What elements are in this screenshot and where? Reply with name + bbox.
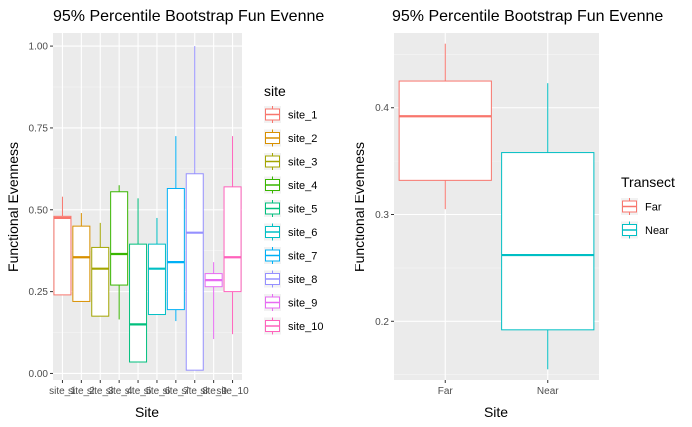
legend-label: site_3 xyxy=(288,157,317,169)
x-tick-label: site_1 xyxy=(49,386,76,397)
legend-label: site_1 xyxy=(288,110,317,122)
legend-item-site_8: site_8 xyxy=(264,270,317,288)
chart-left-x-ticks: site_1site_2site_3site_4site_5site_6site… xyxy=(49,380,249,397)
box-Near xyxy=(501,83,595,370)
legend-item-Far: Far xyxy=(621,198,662,215)
chart-right-x-ticks: Far Near xyxy=(438,380,559,397)
y-tick-label: 1.00 xyxy=(29,42,49,53)
box-body xyxy=(501,152,595,331)
legend-label: Far xyxy=(645,202,662,214)
box-site_9 xyxy=(204,262,223,340)
box-body xyxy=(110,191,129,286)
legend-item-site_5: site_5 xyxy=(264,200,317,217)
x-tick-label: site_9 xyxy=(200,386,227,397)
legend-item-site_3: site_3 xyxy=(264,153,317,170)
box-site_8 xyxy=(185,46,204,371)
chart-left-plot-background xyxy=(53,33,242,380)
box-site_10 xyxy=(223,136,242,335)
chart-right-x-axis-label: Site xyxy=(484,404,508,420)
y-tick-label: 0.2 xyxy=(375,317,389,328)
chart-right-y-axis-label: Functional Evenness xyxy=(355,142,367,272)
legend-label: site_6 xyxy=(288,227,317,239)
chart-right-legend: Far Near xyxy=(621,198,669,239)
legend-label: site_2 xyxy=(288,133,317,145)
chart-right-boxes xyxy=(398,43,595,370)
x-tick-label: site_2 xyxy=(68,386,95,397)
legend-item-site_9: site_9 xyxy=(264,294,317,311)
box-site_7 xyxy=(166,136,185,322)
box-site_6 xyxy=(147,217,166,316)
x-tick-label: site_3 xyxy=(87,386,114,397)
y-tick-label: 0.3 xyxy=(375,210,389,221)
box-Far xyxy=(398,43,492,210)
chart-left-boxes xyxy=(53,46,242,371)
box-body xyxy=(147,243,166,316)
y-tick-label: 0.25 xyxy=(29,287,49,298)
chart-right-y-ticks: 0.2 0.3 0.4 xyxy=(375,103,394,328)
chart-right-legend-title: Transect xyxy=(621,174,675,190)
legend-label: site_10 xyxy=(288,321,323,333)
chart-left-y-ticks: 0.00 0.25 0.50 0.75 1.00 xyxy=(29,42,53,380)
box-body xyxy=(223,186,242,293)
legend-item-site_6: site_6 xyxy=(264,223,317,241)
legend-label: site_5 xyxy=(288,204,317,216)
x-tick-label: site_10 xyxy=(216,386,249,397)
y-tick-label: 0.50 xyxy=(29,205,49,216)
legend-label: site_8 xyxy=(288,274,317,286)
x-tick-label: site_6 xyxy=(144,386,171,397)
x-tick-label: Near xyxy=(537,386,559,397)
chart-right-title: 95% Percentile Bootstrap Fun Evenne xyxy=(392,8,663,25)
box-body xyxy=(398,80,492,181)
legend-item-site_7: site_7 xyxy=(264,247,317,264)
chart-left-y-axis-label: Functional Evenness xyxy=(5,142,21,272)
legend-label: Near xyxy=(645,225,669,237)
box-body xyxy=(166,187,185,311)
box-site_5 xyxy=(129,198,148,363)
legend-label: site_9 xyxy=(288,298,317,310)
x-tick-label: Far xyxy=(438,386,454,397)
y-tick-label: 0.4 xyxy=(375,103,389,114)
y-tick-label: 0.00 xyxy=(29,369,49,380)
legend-item-Near: Near xyxy=(621,221,669,239)
box-body xyxy=(91,246,110,317)
box-site_3 xyxy=(91,222,110,317)
legend-label: site_7 xyxy=(288,251,317,263)
legend-item-site_4: site_4 xyxy=(264,176,317,194)
box-body xyxy=(72,225,91,302)
legend-item-site_1: site_1 xyxy=(264,106,317,123)
chart-left-title: 95% Percentile Bootstrap Fun Evenne xyxy=(53,8,324,25)
y-tick-label: 0.75 xyxy=(29,123,49,134)
x-tick-label: site_4 xyxy=(106,386,133,397)
x-tick-label: site_5 xyxy=(125,386,152,397)
box-site_4 xyxy=(110,185,129,320)
box-site_2 xyxy=(72,213,91,302)
legend-item-site_2: site_2 xyxy=(264,129,317,147)
legend-label: site_4 xyxy=(288,180,317,192)
legend-item-site_10: site_10 xyxy=(264,317,323,335)
x-tick-label: site_8 xyxy=(181,386,208,397)
box-site_1 xyxy=(53,196,72,296)
chart-left-legend: site_1 site_2 site_3 site_4 site_5 site_6site… xyxy=(264,106,323,335)
x-tick-label: site_7 xyxy=(163,386,190,397)
chart-right: 95% Percentile Bootstrap Fun Evenne 0.20… xyxy=(355,8,675,420)
box-body xyxy=(129,243,148,363)
chart-left: 95% Percentile Bootstrap Fun Evenne 0.00… xyxy=(5,8,324,420)
box-body xyxy=(185,173,204,371)
chart-left-x-axis-label: Site xyxy=(135,404,159,420)
box-body xyxy=(53,215,72,296)
chart-left-legend-title: site xyxy=(264,83,286,99)
